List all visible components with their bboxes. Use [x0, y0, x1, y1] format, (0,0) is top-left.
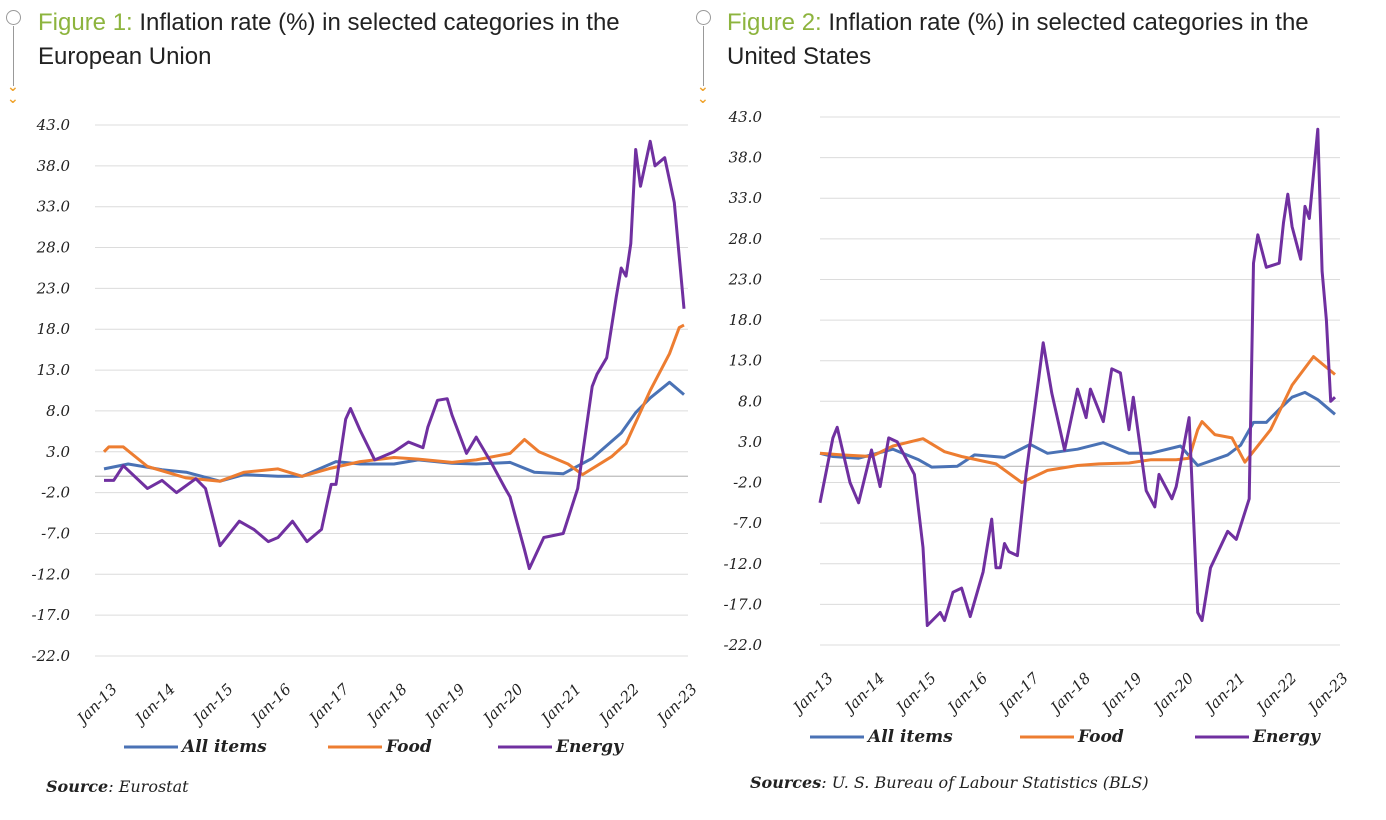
chevron-down-icon: ⌄ [697, 91, 709, 107]
y-tick-label: -7.0 [733, 514, 762, 532]
x-tick-label: Jan-19 [419, 680, 469, 730]
legend-label: Food [1077, 727, 1124, 747]
y-tick-label: 8.0 [738, 392, 762, 410]
x-tick-label: Jan-16 [245, 680, 295, 730]
y-tick-label: -2.0 [733, 474, 762, 492]
source-label: Source [46, 777, 109, 796]
x-tick-label: Jan-23 [1302, 669, 1351, 718]
figure-title-text: Inflation rate (%) in selected categorie… [38, 9, 620, 70]
figure-title-text: Inflation rate (%) in selected categorie… [727, 9, 1309, 70]
y-tick-label: -12.0 [724, 555, 763, 573]
x-tick-label: Jan-14 [839, 669, 888, 718]
y-tick-label: 23.0 [728, 270, 763, 288]
x-tick-label: Jan-13 [787, 669, 836, 718]
x-tick-label: Jan-22 [593, 680, 642, 729]
x-tick-label: Jan-15 [187, 680, 236, 729]
figure-2-source: Sources: U. S. Bureau of Labour Statisti… [750, 773, 1149, 792]
legend-label: Energy [1252, 727, 1321, 747]
x-tick-label: Jan-17 [993, 669, 1043, 719]
legend-label: All items [866, 727, 953, 747]
series-line-all-items [819, 390, 1336, 469]
y-tick-label: 23.0 [36, 279, 71, 297]
series-line-energy [104, 139, 686, 571]
source-text: : U. S. Bureau of Labour Statistics (BLS… [821, 773, 1149, 792]
circle-icon [696, 10, 711, 25]
y-tick-label: -17.0 [32, 606, 71, 624]
x-tick-label: Jan-21 [535, 680, 584, 729]
circle-icon [6, 10, 21, 25]
y-tick-label: 28.0 [728, 230, 763, 248]
x-tick-label: Jan-19 [1096, 669, 1146, 719]
figure-label: Figure 2: [727, 9, 822, 36]
y-tick-label: 38.0 [729, 149, 763, 167]
y-tick-label: 33.0 [729, 189, 763, 207]
y-tick-label: -22.0 [724, 636, 763, 654]
x-tick-label: Jan-18 [1045, 669, 1094, 718]
y-tick-label: 28.0 [36, 239, 71, 257]
source-text: : Eurostat [108, 777, 189, 796]
series-line-energy [818, 127, 1337, 627]
legend-label: Energy [555, 737, 624, 757]
y-tick-label: -12.0 [32, 565, 71, 583]
y-tick-label: -2.0 [41, 484, 70, 502]
series-line-food [102, 323, 685, 483]
legend-label: Food [385, 737, 432, 757]
x-tick-label: Jan-20 [477, 680, 527, 730]
figure-1-title: Figure 1: Inflation rate (%) in selected… [38, 6, 678, 74]
x-tick-label: Jan-22 [1251, 669, 1300, 718]
chevron-down-icon: ⌄ [697, 79, 709, 95]
x-tick-label: Jan-20 [1148, 669, 1198, 719]
x-tick-label: Jan-14 [129, 680, 178, 729]
x-tick-label: Jan-13 [71, 680, 120, 729]
figure-label: Figure 1: [38, 9, 133, 36]
eu-inflation-chart: 43.0 38.0 33.0 28.0 23.0 18.0 13.0 8.0 3.0 -2.0 -7… [32, 116, 700, 757]
y-tick-label: 13.0 [37, 361, 71, 379]
series-line-food [819, 355, 1336, 484]
x-tick-label: Jan-15 [890, 669, 939, 718]
x-tick-label: Jan-18 [361, 680, 410, 729]
y-tick-label: 18.0 [729, 311, 763, 329]
y-tick-label: 13.0 [729, 352, 763, 370]
y-tick-label: -7.0 [41, 524, 70, 542]
y-tick-label: -22.0 [32, 647, 71, 665]
y-tick-label: 18.0 [37, 320, 71, 338]
y-tick-label: 33.0 [37, 198, 71, 216]
y-tick-label: 43.0 [728, 108, 763, 126]
figure-1-source: Source: Eurostat [46, 777, 189, 796]
y-tick-label: 43.0 [36, 116, 71, 134]
x-tick-label: Jan-17 [303, 680, 353, 730]
y-tick-label: -17.0 [724, 595, 763, 613]
x-tick-label: Jan-21 [1199, 669, 1248, 718]
us-inflation-chart: 43.0 38.0 33.0 28.0 23.0 18.0 13.0 8.0 3.0 -2.0 -7… [724, 108, 1352, 747]
y-tick-label: 8.0 [46, 402, 70, 420]
figure-2-title: Figure 2: Inflation rate (%) in selected… [727, 6, 1367, 74]
source-label: Sources [750, 773, 822, 792]
figure-1-marker: ⌄ ⌄ [6, 10, 21, 106]
y-tick-label: 38.0 [37, 157, 71, 175]
x-tick-label: Jan-16 [942, 669, 992, 719]
y-tick-label: 3.0 [738, 433, 762, 451]
y-tick-label: 3.0 [46, 443, 70, 461]
figure-2-marker: ⌄ ⌄ [696, 10, 711, 106]
legend-label: All items [180, 737, 267, 757]
chevron-down-icon: ⌄ [7, 91, 19, 107]
chevron-down-icon: ⌄ [7, 79, 19, 95]
